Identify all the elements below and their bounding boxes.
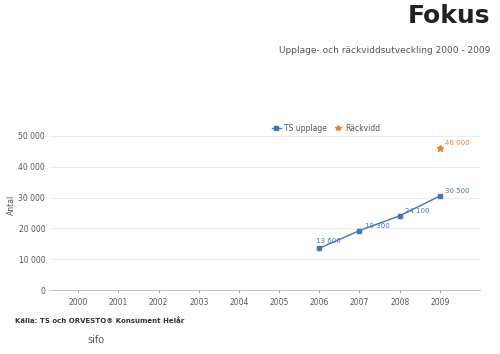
Text: sifo: sifo [88,335,104,345]
Text: Fokus: Fokus [408,4,490,28]
Text: 24 100: 24 100 [405,208,429,214]
Text: 19 300: 19 300 [365,223,390,229]
Text: tns: tns [56,334,72,344]
Text: TS: TS [22,334,36,344]
Text: Källa: TS och ORVESTO® Konsument Helår: Källa: TS och ORVESTO® Konsument Helår [15,317,184,324]
Text: 30 500: 30 500 [446,188,470,194]
Text: 13 600: 13 600 [316,238,341,244]
Legend: TS upplage, Räckvidd: TS upplage, Räckvidd [269,121,384,136]
Y-axis label: Antal: Antal [6,195,16,216]
Text: Upplage- och räckviddsutveckling 2000 - 2009: Upplage- och räckviddsutveckling 2000 - … [278,46,490,55]
Text: 46 000: 46 000 [446,141,470,147]
